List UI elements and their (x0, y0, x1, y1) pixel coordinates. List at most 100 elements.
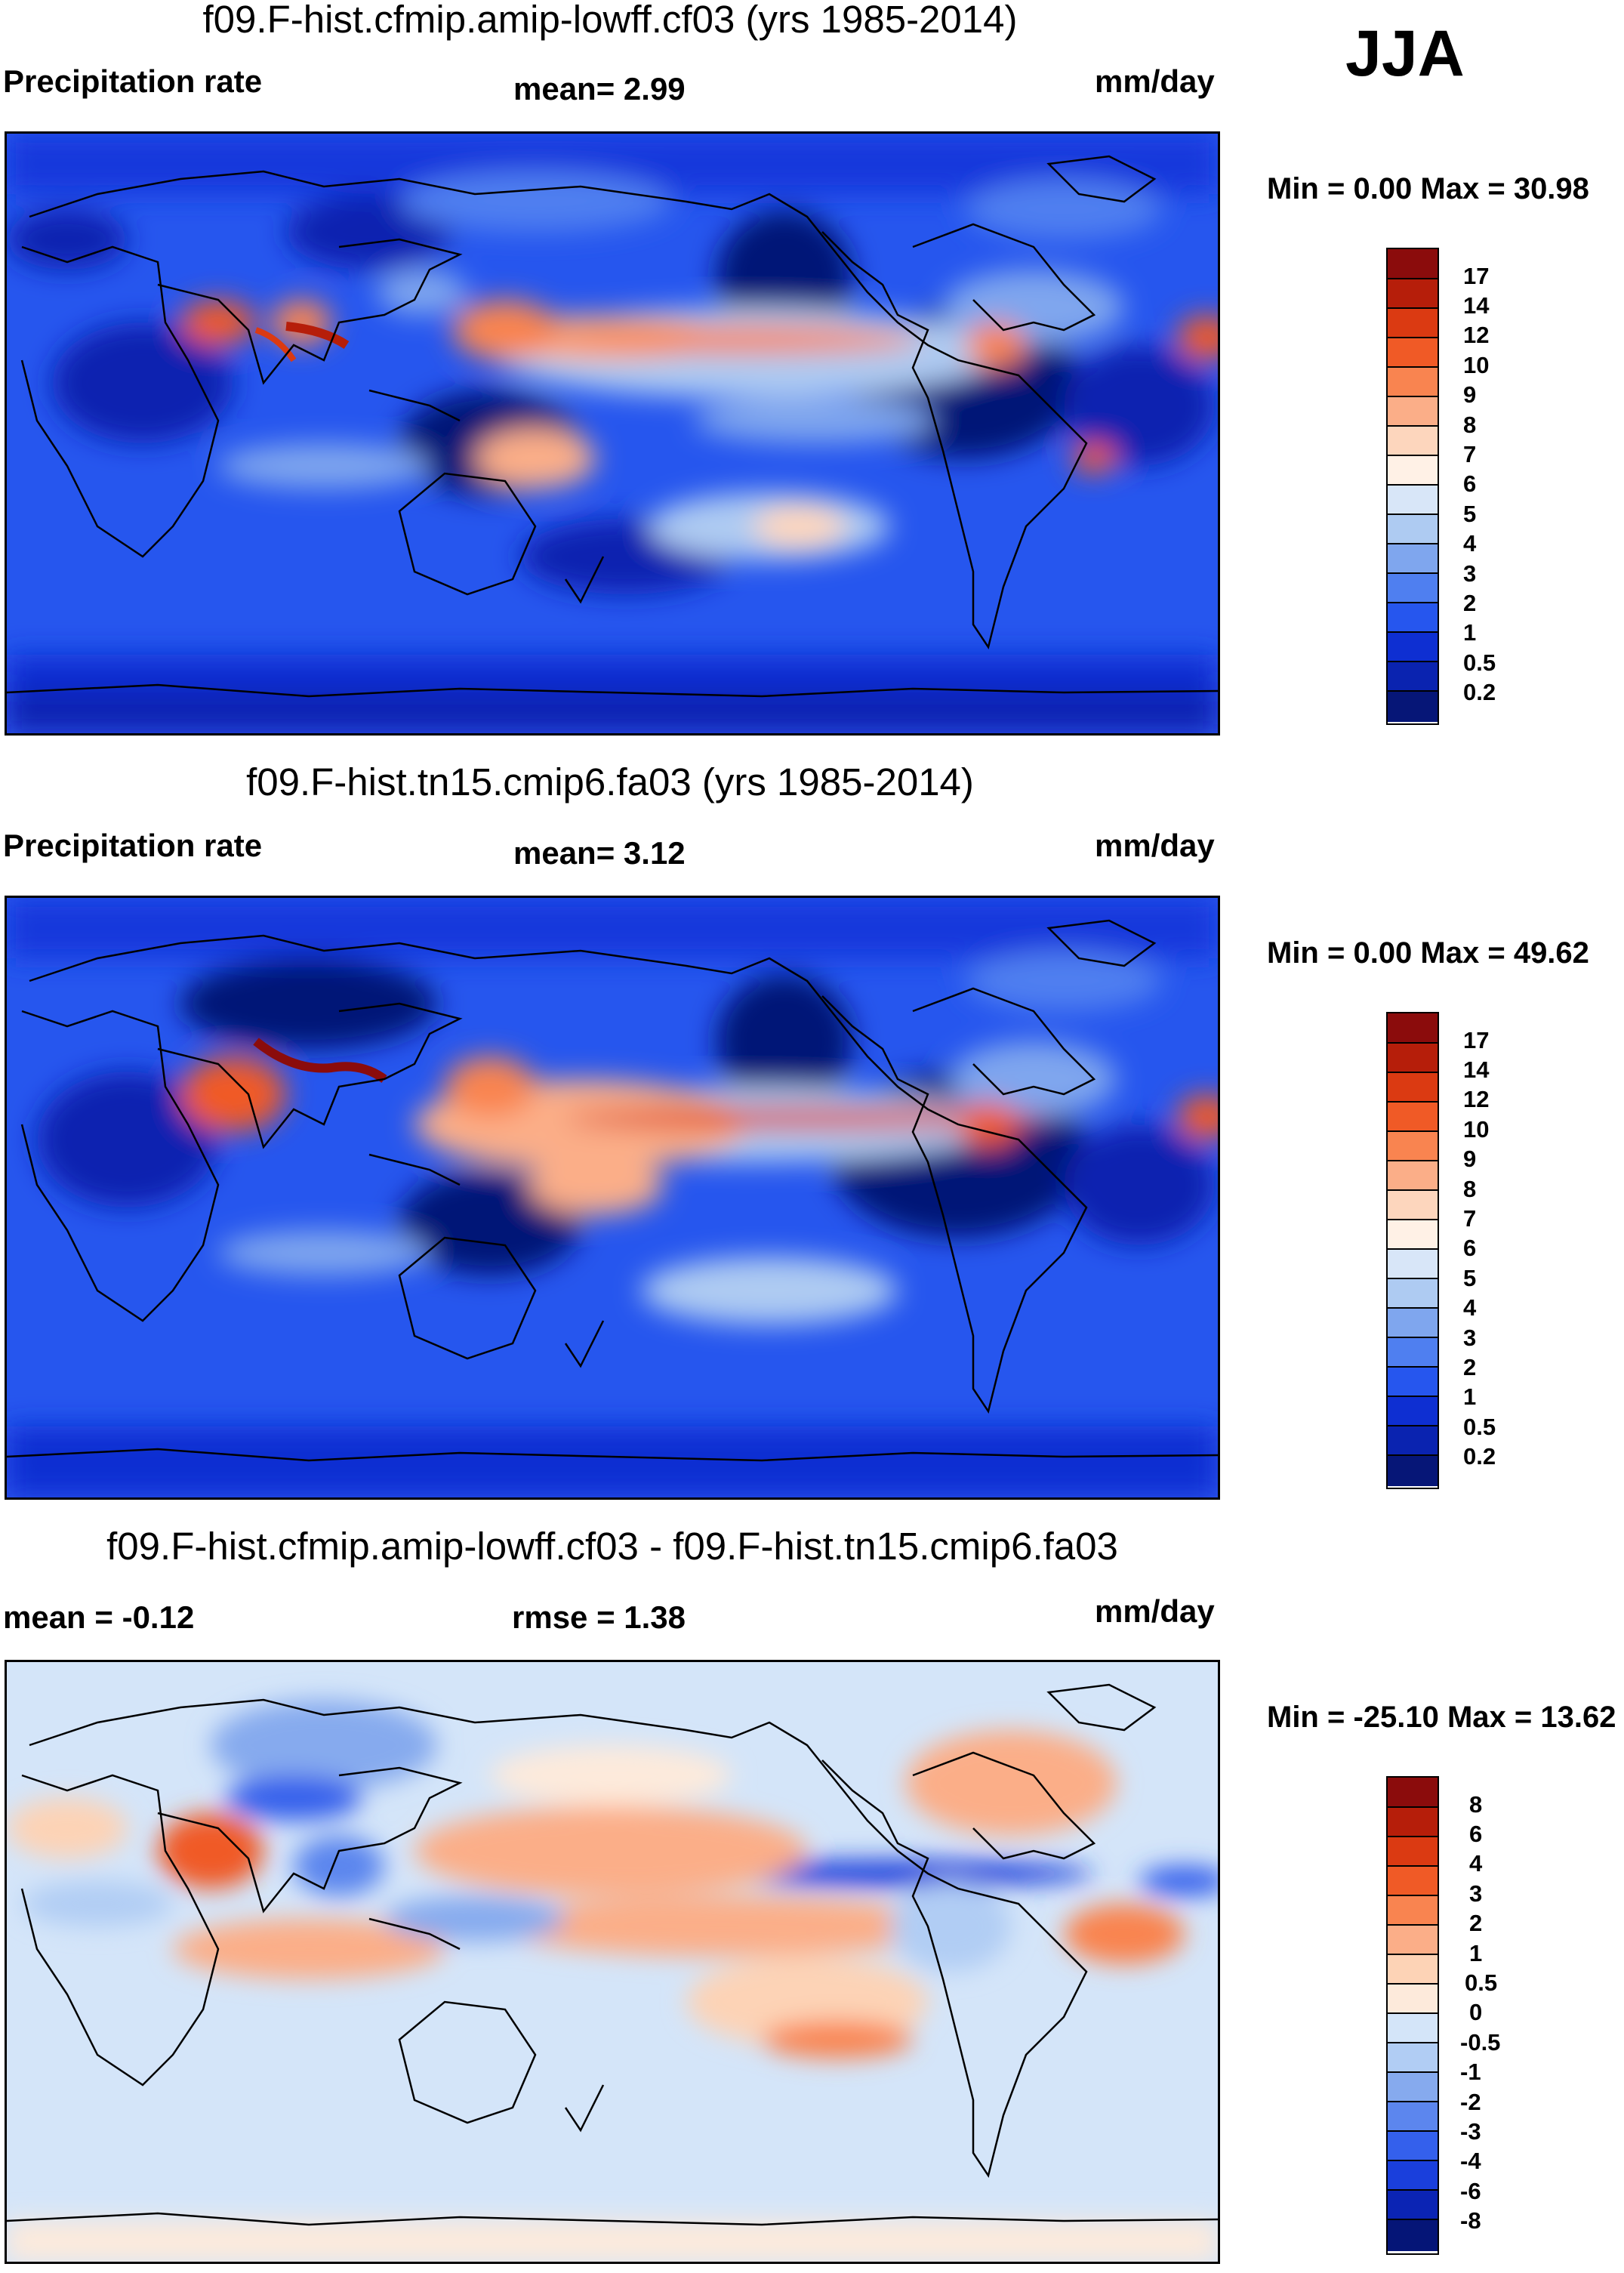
colorbar-tick: 0 (1469, 1999, 1483, 2025)
colorbar-swatch (1388, 1778, 1438, 1808)
colorbar-tick: 1 (1463, 1383, 1477, 1410)
colorbar-tick: -0.5 (1460, 2029, 1501, 2056)
colorbar-tick: 1 (1469, 1940, 1483, 1966)
colorbar-tick: 10 (1463, 1116, 1490, 1143)
panel1-map (5, 131, 1220, 736)
colorbar-swatch (1388, 1073, 1438, 1103)
colorbar-tick: 6 (1463, 1235, 1477, 1261)
colorbar-tick: 10 (1463, 352, 1490, 378)
colorbar-swatch (1388, 1896, 1438, 1926)
panel2-mean-label: mean= 3.12 (513, 835, 686, 871)
colorbar-swatch (1388, 1368, 1438, 1397)
panel2-colorbar (1386, 1012, 1439, 1489)
colorbar-swatch (1388, 1426, 1438, 1456)
colorbar-swatch (1388, 1837, 1438, 1867)
panel3-units-label: mm/day (1095, 1593, 1215, 1629)
colorbar-tick: 0.2 (1463, 1443, 1496, 1470)
colorbar-tick: -2 (1460, 2089, 1481, 2115)
panel3-title: f09.F-hist.cfmip.amip-lowff.cf03 - f09.F… (106, 1525, 1118, 1568)
colorbar-swatch (1388, 1456, 1438, 1486)
colorbar-tick: 4 (1463, 530, 1477, 557)
colorbar-swatch (1388, 368, 1438, 397)
colorbar-swatch (1388, 692, 1438, 722)
colorbar-swatch (1388, 2102, 1438, 2132)
colorbar-tick: 14 (1463, 1056, 1490, 1083)
colorbar-tick: 5 (1463, 501, 1477, 527)
colorbar-tick: 8 (1469, 1791, 1483, 1818)
colorbar-tick: -6 (1460, 2178, 1481, 2204)
colorbar-swatch (1388, 279, 1438, 309)
colorbar-swatch (1388, 338, 1438, 368)
colorbar-tick: -8 (1460, 2207, 1481, 2234)
colorbar-swatch (1388, 1132, 1438, 1161)
panel2-units-label: mm/day (1095, 828, 1215, 863)
colorbar-tick: 8 (1463, 412, 1477, 438)
colorbar-swatch (1388, 1309, 1438, 1338)
colorbar-swatch (1388, 662, 1438, 692)
colorbar-tick: 0.5 (1465, 1969, 1498, 1996)
colorbar-swatch (1388, 1397, 1438, 1426)
colorbar-swatch (1388, 397, 1438, 427)
colorbar-swatch (1388, 1926, 1438, 1955)
panel2-map (5, 896, 1220, 1500)
panel1-mean-label: mean= 2.99 (513, 71, 686, 106)
colorbar-tick: 3 (1463, 560, 1477, 587)
colorbar-swatch (1388, 309, 1438, 338)
colorbar-swatch (1388, 1985, 1438, 2014)
colorbar-tick: 9 (1463, 381, 1477, 408)
colorbar-tick: 3 (1469, 1880, 1483, 1907)
colorbar-tick: -4 (1460, 2148, 1481, 2174)
colorbar-swatch (1388, 1279, 1438, 1309)
colorbar-tick: -1 (1460, 2059, 1481, 2085)
colorbar-swatch (1388, 515, 1438, 544)
colorbar-tick: 6 (1463, 470, 1477, 497)
colorbar-swatch (1388, 1808, 1438, 1837)
colorbar-tick: -3 (1460, 2118, 1481, 2145)
colorbar-swatch (1388, 1250, 1438, 1279)
colorbar-tick: 14 (1463, 292, 1490, 319)
colorbar-tick: 2 (1463, 1354, 1477, 1380)
colorbar-swatch (1388, 2220, 1438, 2251)
colorbar-tick: 5 (1463, 1265, 1477, 1291)
colorbar-tick: 1 (1463, 619, 1477, 646)
colorbar-tick: 12 (1463, 1086, 1490, 1112)
panel3-mean-label: mean = -0.12 (3, 1599, 195, 1635)
colorbar-swatch (1388, 1955, 1438, 1985)
colorbar-tick: 4 (1463, 1294, 1477, 1321)
colorbar-swatch (1388, 2073, 1438, 2102)
colorbar-swatch (1388, 1867, 1438, 1896)
colorbar-swatch (1388, 2191, 1438, 2220)
colorbar-swatch (1388, 456, 1438, 486)
colorbar-tick: 4 (1469, 1850, 1483, 1877)
colorbar-swatch (1388, 486, 1438, 515)
panel1-units-label: mm/day (1095, 63, 1215, 99)
panel3-colorbar (1386, 1776, 1439, 2255)
colorbar-tick: 8 (1463, 1176, 1477, 1202)
colorbar-swatch (1388, 427, 1438, 456)
colorbar-tick: 7 (1463, 1205, 1477, 1232)
colorbar-swatch (1388, 1044, 1438, 1073)
colorbar-swatch (1388, 603, 1438, 633)
colorbar-swatch (1388, 1013, 1438, 1044)
panel3-minmax: Min = -25.10 Max = 13.62 (1267, 1701, 1616, 1734)
season-label: JJA (1345, 17, 1465, 90)
panel2-title: f09.F-hist.tn15.cmip6.fa03 (yrs 1985-201… (246, 760, 974, 803)
colorbar-swatch (1388, 2043, 1438, 2073)
colorbar-swatch (1388, 2014, 1438, 2043)
colorbar-swatch (1388, 249, 1438, 279)
colorbar-swatch (1388, 633, 1438, 662)
colorbar-tick: 9 (1463, 1146, 1477, 1172)
colorbar-tick: 2 (1463, 590, 1477, 616)
colorbar-tick: 7 (1463, 441, 1477, 467)
colorbar-swatch (1388, 574, 1438, 603)
panel2-variable-label: Precipitation rate (3, 828, 263, 863)
colorbar-swatch (1388, 1103, 1438, 1132)
colorbar-swatch (1388, 1161, 1438, 1191)
colorbar-swatch (1388, 2161, 1438, 2191)
colorbar-tick: 0.2 (1463, 679, 1496, 705)
colorbar-swatch (1388, 1220, 1438, 1250)
colorbar-swatch (1388, 2132, 1438, 2161)
colorbar-swatch (1388, 1338, 1438, 1368)
colorbar-tick: 3 (1463, 1325, 1477, 1351)
colorbar-swatch (1388, 544, 1438, 574)
